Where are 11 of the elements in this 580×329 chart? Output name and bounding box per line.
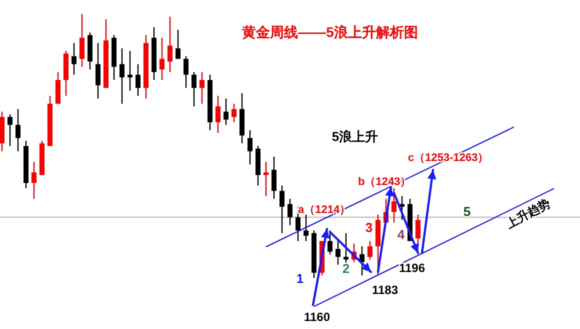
annotation: 5 (463, 204, 471, 219)
annotation: 3 (365, 220, 373, 235)
annotation: 上升趋势 (504, 196, 553, 231)
annotation: 1 (296, 271, 304, 286)
annotation: 2 (342, 261, 350, 276)
annotation: 1160 (304, 310, 330, 324)
title: 黄金周线——5浪上升解析图 (242, 24, 418, 40)
annotation: 5浪上升 (332, 129, 378, 144)
annotation: 1183 (372, 283, 398, 297)
annotation: 1196 (398, 261, 426, 275)
annotation: 4 (397, 227, 405, 242)
